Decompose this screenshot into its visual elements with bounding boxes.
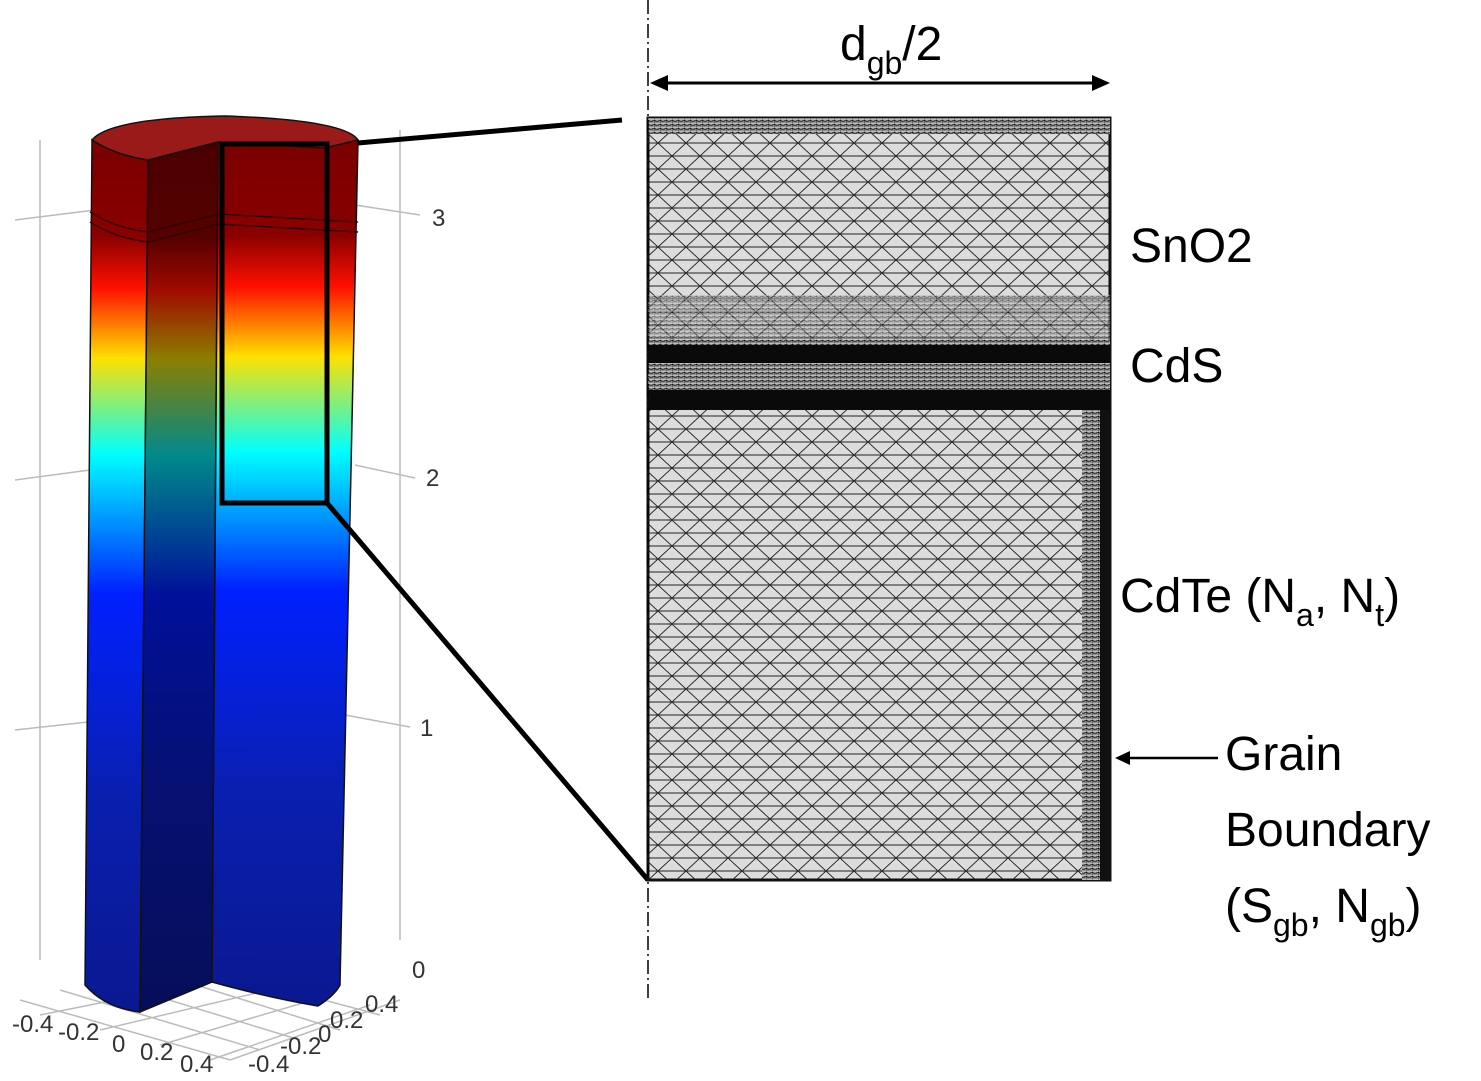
z-tick-label: 3	[432, 205, 445, 232]
y-tick-label: 0.4	[365, 991, 398, 1018]
label-part: d	[840, 18, 867, 71]
cylinder-face	[85, 140, 148, 1012]
subscript: gb	[867, 45, 903, 81]
x-tick-label: -0.2	[58, 1019, 99, 1046]
cut-face	[140, 142, 218, 1012]
label-part: /2	[902, 18, 942, 71]
gb-label: Grain	[1225, 728, 1342, 781]
subscript: gb	[1273, 907, 1309, 943]
label-part: (S	[1225, 880, 1273, 933]
gb-label: (Sgb, Ngb)	[1225, 880, 1422, 943]
z-tick-label: 1	[420, 715, 433, 742]
zoom-line	[358, 120, 622, 143]
zoom-line	[327, 503, 648, 880]
subscript: t	[1375, 597, 1384, 633]
mesh	[648, 118, 1110, 880]
z-tick-label: 2	[426, 465, 439, 492]
label-part: )	[1406, 880, 1422, 933]
y-tick-label: -0.2	[280, 1033, 321, 1060]
y-tick-label: 0.2	[330, 1007, 363, 1034]
x-tick-label: 0.4	[180, 1051, 213, 1078]
x-tick-label: 0	[112, 1031, 125, 1058]
layer-label: SnO2	[1130, 220, 1253, 273]
gb-arrow	[1115, 751, 1218, 765]
label-part: , N	[1314, 570, 1375, 623]
gb-label: Boundary	[1225, 804, 1430, 857]
label-part: CdTe (N	[1120, 570, 1296, 623]
subscript: gb	[1370, 907, 1406, 943]
cut-face-inner	[212, 140, 358, 1006]
subscript: a	[1296, 597, 1314, 633]
x-tick-label: -0.4	[12, 1011, 53, 1038]
width-label: dgb/2	[840, 18, 942, 81]
cylinder-plot	[85, 116, 648, 1012]
layer-label: CdTe (Na, Nt)	[1120, 570, 1400, 633]
figure: 3210-0.4-0.200.20.4-0.4-0.200.20.4 dgb/2…	[0, 0, 1481, 1081]
label-part: , N	[1309, 880, 1370, 933]
label-part: )	[1384, 570, 1400, 623]
x-tick-label: 0.2	[140, 1039, 173, 1066]
layer-label: CdS	[1130, 340, 1223, 393]
z-tick-label: 0	[412, 957, 425, 984]
